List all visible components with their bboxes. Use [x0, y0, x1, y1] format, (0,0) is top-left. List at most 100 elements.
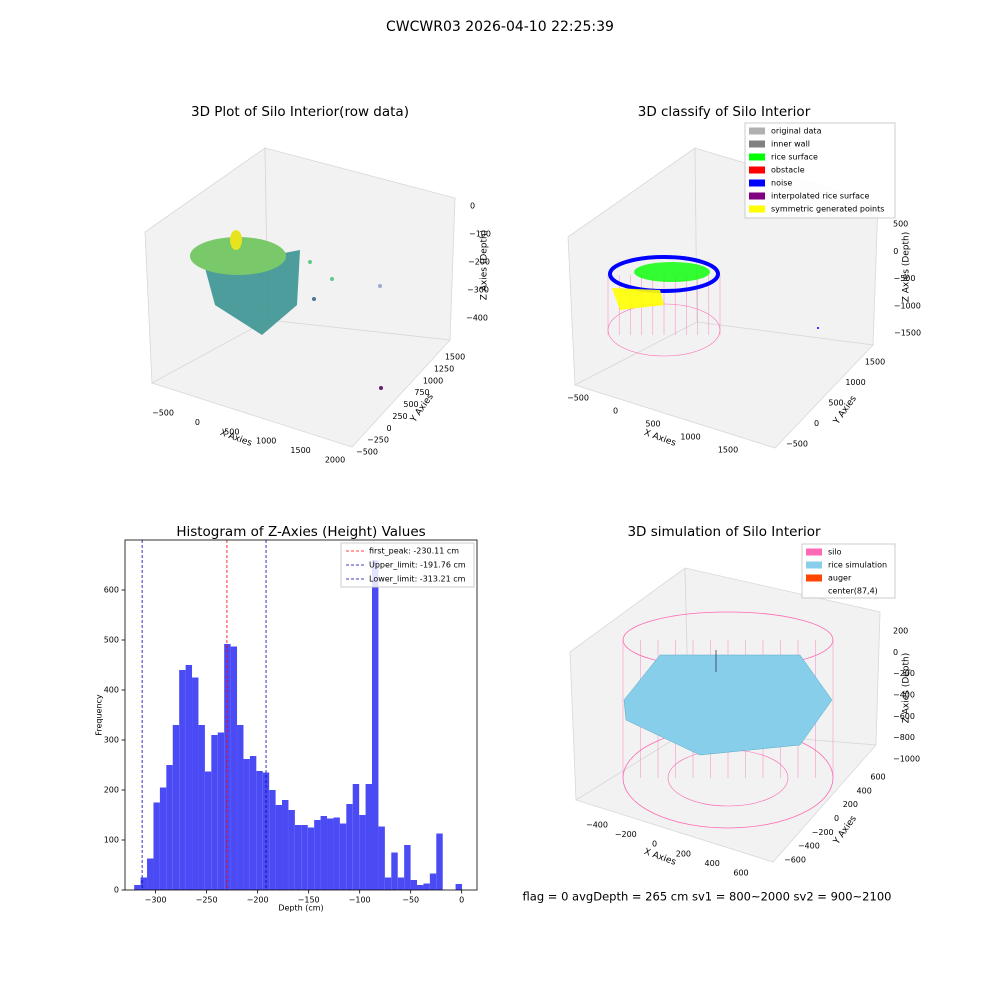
histogram-bar [372, 560, 379, 890]
y-tick-label: 1000 [845, 378, 865, 387]
x-tick-label: −50 [402, 896, 419, 905]
y-tick-label: 1000 [423, 376, 443, 385]
legend-label: noise [771, 179, 792, 188]
legend-label: rice simulation [828, 561, 887, 570]
status-text: flag = 0 avgDepth = 265 cm sv1 = 800~200… [523, 890, 892, 904]
x-tick-label: −150 [298, 896, 320, 905]
x-tick-label: 1000 [680, 433, 700, 442]
x-tick-label: −400 [586, 821, 608, 830]
histogram-bar [256, 771, 263, 890]
z-tick-label: −1000 [894, 301, 921, 310]
z-tick-label: 0 [893, 247, 898, 256]
histogram-bar [391, 852, 398, 890]
legend-swatch [749, 205, 765, 213]
z-axis-label: Z Axies (Depth) [902, 653, 912, 724]
histogram-bar [294, 825, 302, 890]
chart-title: 3D classify of Silo Interior [638, 104, 811, 120]
y-tick-label: 1250 [434, 364, 454, 373]
histogram-bar [365, 784, 373, 890]
y-tick-label: 500 [828, 399, 843, 408]
y-tick-label: 600 [104, 586, 119, 595]
histogram-bar [275, 805, 283, 890]
chart-title: 3D Plot of Silo Interior(row data) [191, 104, 409, 120]
y-tick-label: 400 [857, 786, 872, 795]
x-axis-label: X Axies [642, 428, 677, 449]
histogram-bar [410, 880, 418, 890]
chart-title: Histogram of Z-Axies (Height) Values [176, 524, 425, 540]
y-tick-label: 1500 [865, 358, 885, 367]
legend-label: Lower_limit: -313.21 cm [369, 575, 466, 584]
histogram-bar [192, 677, 199, 890]
histogram-bar [230, 646, 238, 890]
pane [575, 729, 877, 863]
x-tick-label: −300 [145, 896, 167, 905]
legend-label: silo [828, 548, 842, 557]
histogram-bar [417, 885, 424, 890]
histogram-bar [384, 877, 392, 890]
point-cloud [190, 230, 383, 390]
legend-swatch [749, 153, 765, 161]
z-tick-label: −100 [469, 230, 491, 239]
y-tick-label: 0 [834, 814, 839, 823]
histogram-bar [211, 735, 218, 890]
histogram-bar [320, 816, 328, 890]
outlier-point [379, 386, 383, 390]
legend-swatch [806, 548, 822, 556]
legend-swatch [749, 140, 765, 148]
y-tick-label: 1500 [445, 353, 465, 362]
x-tick-label: −200 [247, 896, 269, 905]
x-tick-label: 500 [645, 420, 660, 429]
x-tick-label: 1500 [290, 446, 310, 455]
outlier-point [330, 277, 334, 281]
outlier-point [312, 297, 316, 301]
y-tick-label: 0 [814, 419, 819, 428]
rice-simulation [623, 654, 833, 756]
histogram-bar [436, 833, 443, 890]
x-tick-label: 0 [195, 418, 200, 427]
y-tick-label: 400 [104, 686, 119, 695]
x-tick-label: 0 [613, 407, 618, 416]
histogram-bar [217, 732, 225, 890]
histogram-bar [288, 810, 295, 890]
z-tick-label: −1000 [893, 755, 920, 764]
figure-title: CWCWR03 2026-04-10 22:25:39 [386, 19, 614, 35]
histogram-bar [346, 804, 353, 890]
y-tick-label: −400 [798, 842, 820, 851]
rice-surface [634, 262, 710, 282]
z-tick-label: −400 [466, 314, 488, 323]
x-tick-label: −100 [349, 896, 371, 905]
histogram-bar [237, 725, 244, 890]
x-tick-label: 1500 [718, 446, 738, 455]
y-tick-label: 750 [414, 388, 429, 397]
outlier-point [308, 260, 312, 264]
histogram-bar [397, 877, 405, 890]
histogram-bar [352, 784, 360, 890]
legend-swatch [749, 166, 765, 174]
x-tick-label: −500 [152, 409, 174, 418]
histogram-bar [243, 759, 250, 890]
point-cloud-peak [230, 230, 242, 250]
simulation [622, 611, 834, 829]
histogram-bar [339, 823, 347, 890]
x-tick-label: −200 [615, 830, 637, 839]
histogram-bar [404, 845, 411, 890]
symmetric-points [612, 288, 664, 310]
y-tick-label: 0 [114, 886, 119, 895]
legend-label: auger [828, 574, 852, 583]
y-tick-label: 200 [843, 800, 858, 809]
pane [150, 319, 451, 448]
histogram-bar [172, 725, 180, 890]
histogram-bar [147, 858, 154, 890]
z-axis-label: Z Axies (Depth) [902, 232, 912, 303]
histogram-bar [333, 817, 340, 890]
z-axis-label: Z Axies (Depth) [480, 230, 490, 301]
pane [573, 321, 874, 449]
histogram-bar [378, 826, 385, 890]
y-tick-label: 200 [104, 786, 119, 795]
y-tick-label: 250 [392, 412, 407, 421]
outlier-point [378, 284, 382, 288]
z-tick-label: −500 [894, 274, 916, 283]
noise-point [817, 327, 819, 329]
y-tick-label: 0 [386, 424, 391, 433]
y-tick-label: −600 [784, 856, 806, 865]
